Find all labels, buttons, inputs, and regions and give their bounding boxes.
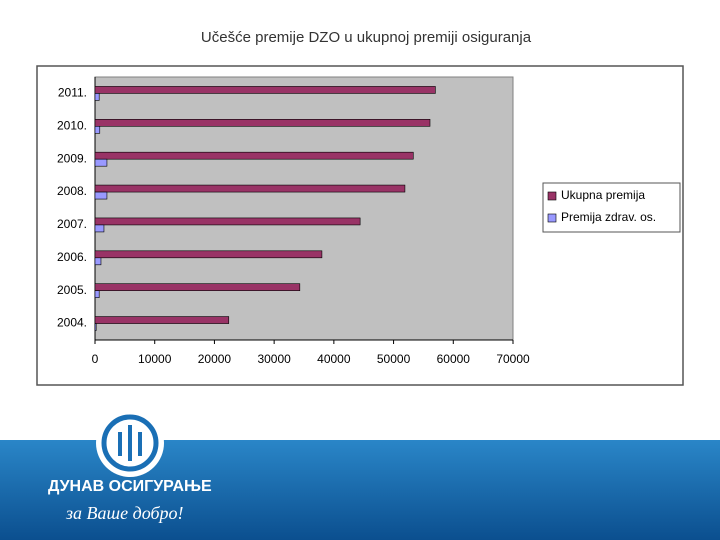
- company-name: ДУНАВ ОСИГУРАЊЕ: [48, 478, 212, 495]
- bar: [94, 93, 100, 101]
- legend-box: [542, 182, 681, 233]
- logo: [96, 409, 164, 477]
- bar: [94, 184, 406, 193]
- x-tick-label: 10000: [138, 352, 172, 366]
- slide-title: Učešće premije DZO u ukupnoj premiji osi…: [201, 29, 532, 46]
- bar: [94, 316, 230, 324]
- bar: [94, 257, 102, 266]
- bar: [94, 224, 105, 233]
- y-tick-label: 2004.: [57, 316, 87, 330]
- x-tick-label: 40000: [317, 352, 351, 366]
- x-tick-label: 50000: [377, 352, 411, 366]
- bar: [94, 217, 361, 226]
- bar: [94, 86, 436, 94]
- bar: [94, 250, 323, 259]
- y-tick-label: 2006.: [57, 250, 87, 264]
- bar: [94, 283, 301, 291]
- x-tick-label: 30000: [257, 352, 291, 366]
- legend-swatch: [547, 213, 557, 223]
- bar: [94, 158, 108, 167]
- y-tick-label: 2011.: [58, 86, 87, 100]
- legend-label: Premija zdrav. os.: [561, 210, 656, 224]
- y-tick-label: 2005.: [57, 283, 87, 297]
- x-tick-label: 20000: [198, 352, 232, 366]
- logo-ring: [101, 414, 159, 472]
- legend-label: Ukupna premija: [561, 188, 645, 202]
- slogan: за Ваше добро!: [65, 503, 184, 523]
- x-tick-label: 0: [92, 352, 99, 366]
- logo-figure: [118, 425, 142, 461]
- bar: [94, 119, 431, 127]
- bar: [94, 191, 108, 200]
- bar: [94, 323, 97, 331]
- y-tick-label: 2009.: [57, 151, 87, 165]
- bar: [94, 290, 100, 298]
- y-tick-label: 2007.: [57, 217, 87, 231]
- plot-area: [94, 76, 514, 341]
- bar: [94, 126, 101, 134]
- bar: [94, 151, 414, 160]
- y-tick-label: 2008.: [57, 184, 87, 198]
- legend-swatch: [547, 191, 557, 201]
- x-tick-label: 60000: [437, 352, 471, 366]
- y-tick-label: 2010.: [57, 118, 87, 132]
- x-tick-label: 70000: [496, 352, 530, 366]
